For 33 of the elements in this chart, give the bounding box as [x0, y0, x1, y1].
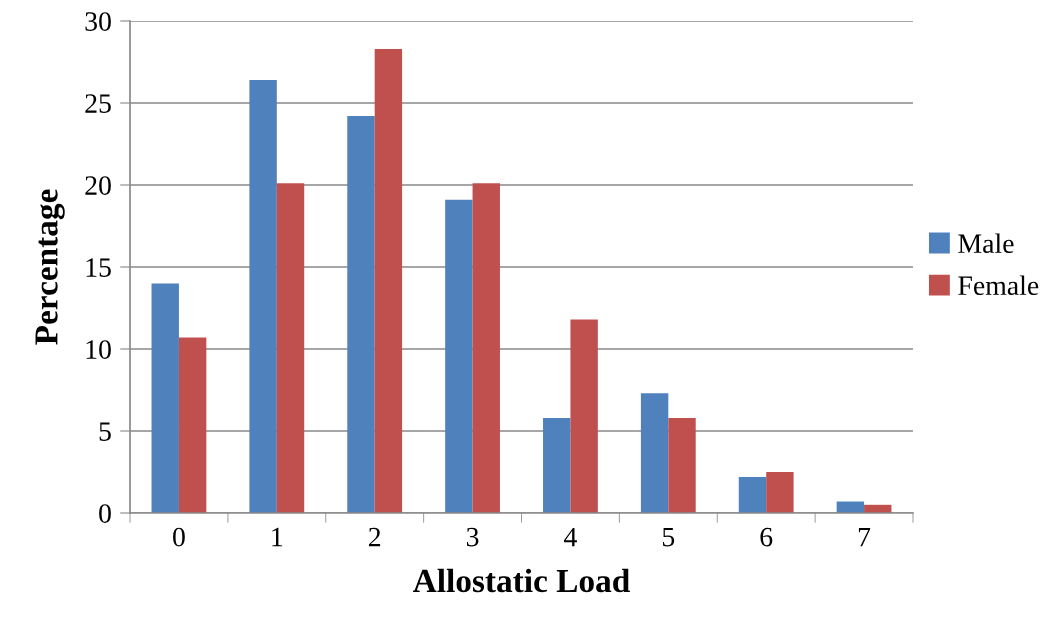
x-tick-label: 6: [760, 527, 773, 547]
bar: [347, 116, 375, 513]
y-tick-label: 15: [86, 258, 111, 277]
y-tick-label: 10: [86, 340, 111, 359]
bar: [178, 337, 207, 513]
x-tick-label: 5: [662, 527, 675, 547]
bar: [668, 417, 696, 513]
bar: [543, 417, 571, 513]
y-tick-label: 30: [85, 12, 111, 31]
bar: [640, 393, 669, 513]
legend-label: Male: [958, 233, 1014, 254]
bar: [374, 48, 403, 513]
bar: [766, 472, 794, 513]
y-tick-label: 0: [99, 504, 111, 523]
legend-label: Female: [958, 275, 1039, 296]
y-tick-label: 5: [99, 422, 111, 441]
bar: [276, 183, 305, 513]
bar: [738, 476, 767, 513]
bar: [472, 183, 500, 513]
bar: [151, 283, 179, 513]
y-tick-label: 20: [85, 176, 111, 195]
x-tick-label: 3: [466, 527, 479, 547]
bar: [570, 319, 598, 513]
x-tick-label: 2: [368, 527, 381, 547]
x-axis-title: Allostatic Load: [413, 568, 630, 593]
bar: [445, 199, 473, 513]
x-tick-label: 1: [272, 527, 283, 547]
x-tick-label: 4: [564, 527, 577, 547]
x-tick-label: 0: [173, 527, 185, 547]
x-tick-label: 7: [858, 527, 871, 547]
bar: [249, 80, 277, 513]
y-tick-label: 25: [85, 94, 111, 113]
y-axis-title: Percentage: [35, 189, 65, 345]
